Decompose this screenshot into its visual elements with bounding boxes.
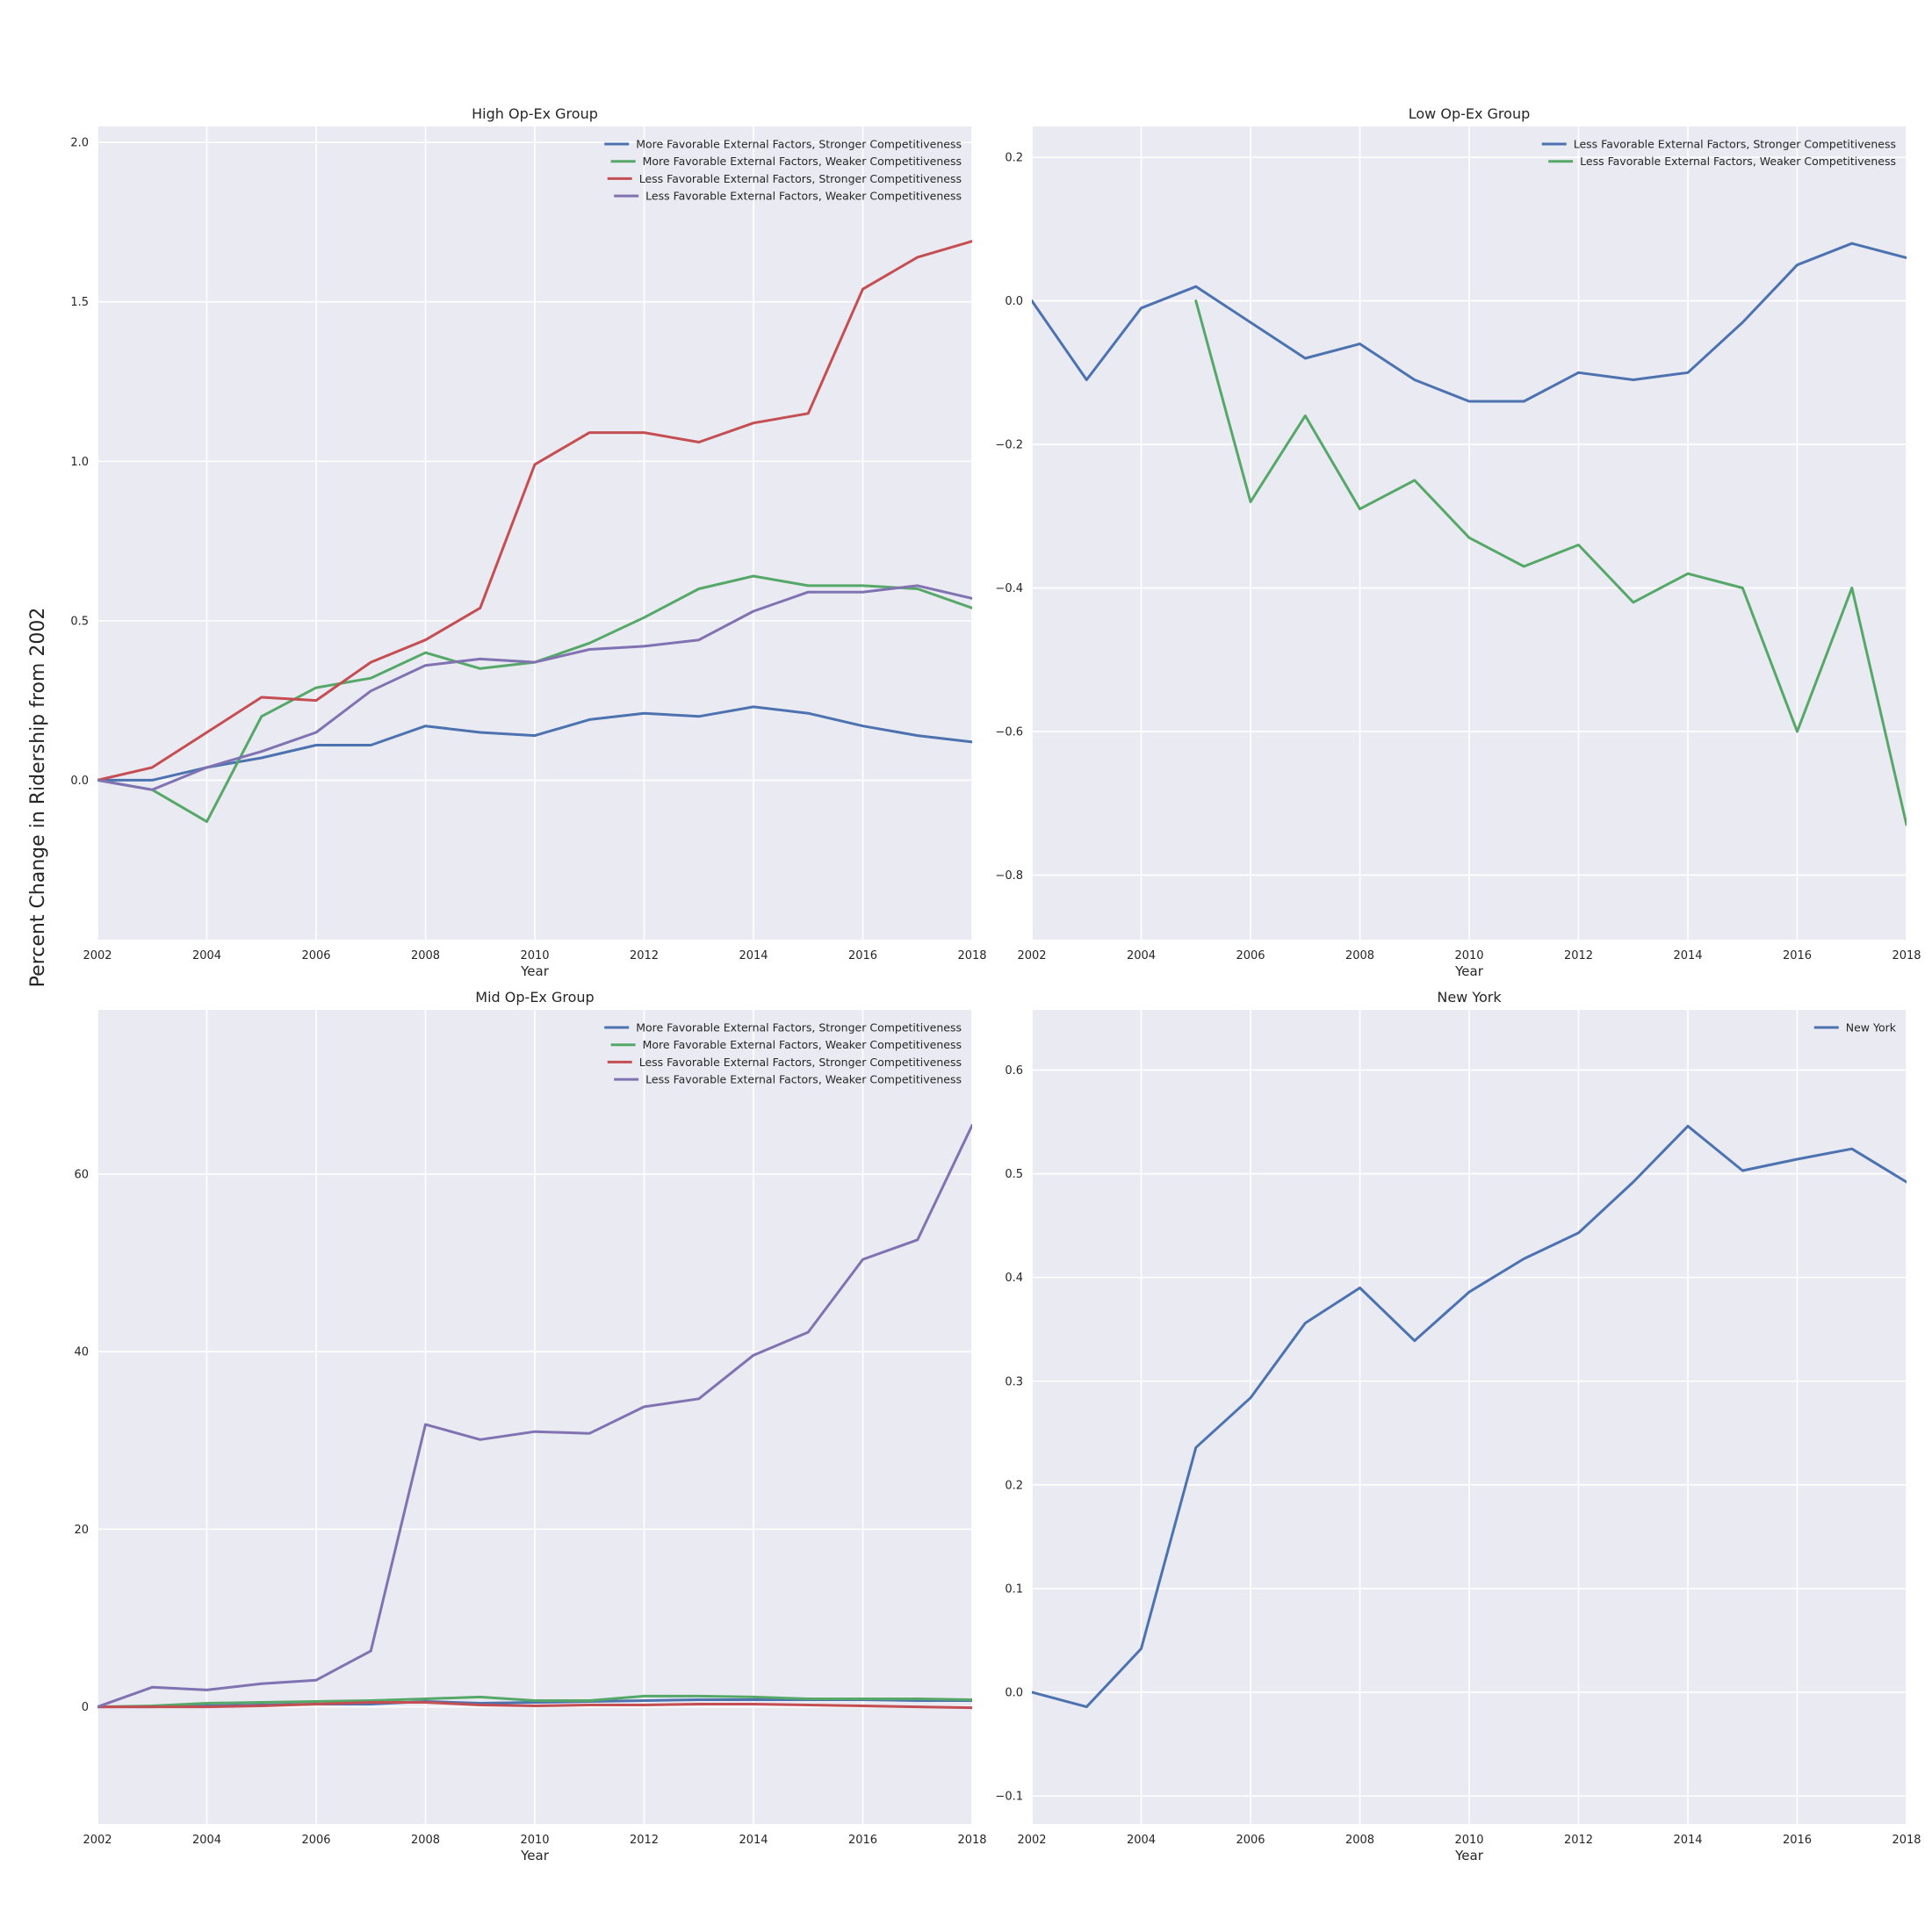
series-line-3: [97, 1701, 972, 1710]
series-line-2: [1194, 299, 1907, 826]
panel-title: Mid Op-Ex Group: [475, 989, 594, 1006]
x-tick-label: 2016: [1783, 1834, 1812, 1847]
x-tick-label: 2012: [630, 1834, 659, 1847]
x-tick-label: 2008: [411, 949, 440, 962]
x-tick-label: 2016: [848, 1834, 877, 1847]
x-axis-label: Year: [520, 963, 550, 979]
panel-title: Low Op-Ex Group: [1409, 105, 1531, 122]
y-tick-label: −0.2: [995, 439, 1023, 452]
x-tick-label: 2008: [1345, 1834, 1374, 1847]
y-tick-label: 0.5: [1005, 1168, 1023, 1181]
x-tick-label: 2010: [520, 1834, 549, 1847]
panel-title: New York: [1437, 989, 1502, 1006]
x-tick-label: 2010: [1454, 1834, 1483, 1847]
legend-entry-label: Less Favorable External Factors, Stronge…: [639, 172, 962, 185]
y-tick-label: 0: [82, 1701, 89, 1714]
series-line-2: [97, 1694, 972, 1709]
x-tick-label: 2004: [1127, 949, 1156, 962]
x-tick-label: 2012: [1564, 949, 1593, 962]
figure-y-axis-label: Percent Change in Ridership from 2002: [27, 608, 49, 988]
legend-entry-label: Less Favorable External Factors, Weaker …: [1580, 155, 1896, 168]
x-tick-label: 2006: [1236, 949, 1265, 962]
panel-high-opex: 2002 2004 2006 2008 2010 2012 2014 2016 2018 0.0 0…: [70, 105, 986, 979]
y-tick-label: 0.1: [1005, 1582, 1023, 1596]
panel-mid-opex: 2002 2004 2006 2008 2010 2012 2014 2016 2018 0 20 4…: [74, 989, 986, 1864]
y-tick-label: −0.8: [995, 869, 1023, 883]
y-tick-label: 1.5: [70, 296, 89, 309]
x-axis-label: Year: [1454, 1848, 1484, 1864]
series-line-1: [1032, 242, 1907, 403]
x-tick-label: 2018: [957, 949, 986, 962]
y-tick-label: −0.4: [995, 582, 1023, 595]
legend-entry-label: New York: [1846, 1021, 1897, 1034]
legend-entry-label: Less Favorable External Factors, Weaker …: [645, 1073, 962, 1086]
x-tick-label: 2018: [1892, 1834, 1921, 1847]
x-axis-label: Year: [520, 1848, 550, 1864]
x-tick-label: 2010: [520, 949, 549, 962]
x-axis-label: Year: [1454, 963, 1484, 979]
x-tick-label: 2018: [1892, 949, 1921, 962]
y-tick-label: 0.5: [70, 615, 89, 628]
y-tick-label: 0.2: [1005, 1479, 1023, 1492]
x-tick-label: 2014: [1673, 949, 1702, 962]
legend: New York: [1813, 1021, 1897, 1034]
x-tick-label: 2016: [1783, 949, 1812, 962]
x-tick-label: 2002: [83, 949, 112, 962]
y-tick-label: 40: [74, 1346, 89, 1359]
x-tick-label: 2006: [1236, 1834, 1265, 1847]
x-tick-label: 2014: [739, 1834, 768, 1847]
y-tick-label: 20: [74, 1524, 89, 1537]
series-line-4: [97, 1123, 972, 1709]
y-tick-label: −0.6: [995, 725, 1023, 739]
y-tick-label: 0.3: [1005, 1375, 1023, 1388]
legend-entry-label: Less Favorable External Factors, Stronge…: [639, 1056, 962, 1069]
x-tick-label: 2012: [630, 949, 659, 962]
x-tick-label: 2008: [411, 1834, 440, 1847]
series-line-4: [97, 584, 972, 791]
x-tick-label: 2016: [848, 949, 877, 962]
x-tick-label: 2004: [192, 1834, 221, 1847]
x-tick-label: 2006: [301, 949, 330, 962]
y-tick-label: 0.0: [1005, 295, 1023, 308]
panel-title: High Op-Ex Group: [472, 105, 598, 122]
x-tick-label: 2012: [1564, 1834, 1593, 1847]
panel-low-opex: 2002 2004 2006 2008 2010 2012 2014 2016 2018 −0.8…: [995, 105, 1921, 979]
legend-entry-label: Less Favorable External Factors, Weaker …: [645, 190, 962, 203]
legend: More Favorable External Factors, Stronge…: [604, 1021, 962, 1086]
x-tick-label: 2014: [739, 949, 768, 962]
y-tick-label: 60: [74, 1169, 89, 1182]
x-tick-label: 2002: [1017, 949, 1046, 962]
legend-entry-label: More Favorable External Factors, Weaker …: [643, 1038, 962, 1051]
x-tick-label: 2004: [192, 949, 221, 962]
x-tick-label: 2006: [301, 1834, 330, 1847]
x-tick-label: 2002: [83, 1834, 112, 1847]
legend-entry-label: More Favorable External Factors, Weaker …: [643, 155, 962, 168]
series-line-1: [1032, 1124, 1907, 1709]
y-tick-label: 2.0: [70, 137, 89, 150]
y-tick-label: 0.0: [1005, 1687, 1023, 1700]
legend-entry-label: Less Favorable External Factors, Stronge…: [1574, 138, 1896, 151]
x-tick-label: 2004: [1127, 1834, 1156, 1847]
y-tick-label: 1.0: [70, 456, 89, 469]
y-tick-label: 0.6: [1005, 1064, 1023, 1078]
legend: Less Favorable External Factors, Stronge…: [1541, 138, 1896, 168]
y-tick-label: 0.0: [70, 775, 89, 788]
x-tick-label: 2008: [1345, 949, 1374, 962]
x-tick-label: 2014: [1673, 1834, 1702, 1847]
legend-entry-label: More Favorable External Factors, Stronge…: [636, 138, 962, 151]
legend-entry-label: More Favorable External Factors, Stronge…: [636, 1021, 962, 1034]
y-tick-label: −0.1: [995, 1791, 1023, 1804]
legend: More Favorable External Factors, Stronge…: [604, 138, 962, 203]
x-tick-label: 2002: [1017, 1834, 1046, 1847]
x-tick-label: 2010: [1454, 949, 1483, 962]
y-tick-label: 0.2: [1005, 152, 1023, 165]
panel-new-york: 2002 2004 2006 2008 2010 2012 2014 2016 2018 −0.1…: [995, 989, 1921, 1864]
series-line-1: [97, 705, 972, 782]
series-line-3: [97, 240, 972, 782]
x-tick-label: 2018: [957, 1834, 986, 1847]
y-tick-label: 0.4: [1005, 1272, 1023, 1285]
